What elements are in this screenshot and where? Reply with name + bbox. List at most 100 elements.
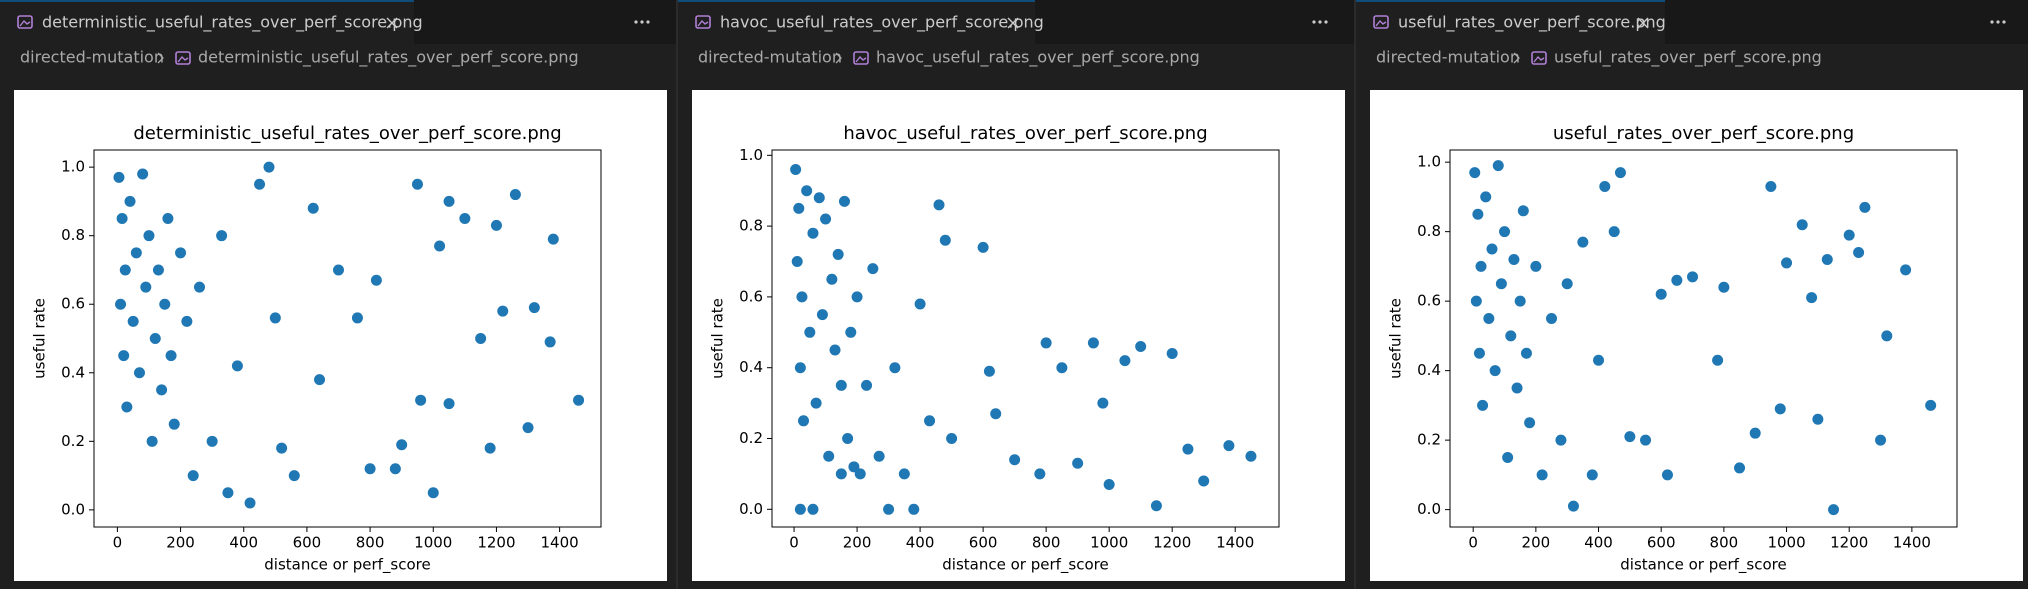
y-tick-label: 0.2 — [739, 429, 763, 447]
data-point — [807, 503, 819, 515]
more-actions[interactable] — [634, 20, 638, 24]
data-point — [1749, 427, 1761, 439]
tab-title[interactable]: havoc_useful_rates_over_perf_score.png — [720, 13, 1044, 33]
data-point — [898, 468, 910, 480]
data-point — [547, 233, 559, 245]
more-actions[interactable] — [1990, 20, 1994, 24]
data-point — [796, 291, 808, 303]
breadcrumb-folder[interactable]: directed-mutation — [20, 48, 164, 67]
data-point — [127, 315, 139, 327]
data-point — [1567, 500, 1579, 512]
data-point — [838, 195, 850, 207]
image-canvas — [1370, 90, 2023, 581]
data-point — [816, 309, 828, 321]
data-point — [1712, 354, 1724, 366]
tab[interactable] — [1356, 0, 1665, 44]
data-point — [851, 291, 863, 303]
x-tick-label: 800 — [356, 534, 385, 552]
more-actions[interactable] — [2002, 20, 2006, 24]
tab-title[interactable]: useful_rates_over_perf_score.png — [1398, 13, 1666, 33]
breadcrumb-separator — [157, 52, 164, 64]
data-point — [933, 199, 945, 211]
chart-title: useful_rates_over_perf_score.png — [1553, 123, 1854, 144]
y-tick-label: 0.2 — [61, 432, 85, 450]
x-tick-label: 200 — [1522, 534, 1551, 552]
data-point — [1555, 434, 1567, 446]
y-tick-label: 0.4 — [739, 358, 763, 376]
data-point — [914, 298, 926, 310]
data-point — [370, 274, 382, 286]
tab[interactable] — [0, 0, 414, 44]
data-point — [1508, 253, 1520, 265]
x-tick-label: 200 — [166, 534, 195, 552]
tab-close[interactable] — [386, 17, 398, 29]
data-point — [411, 178, 423, 190]
x-tick-label: 400 — [906, 534, 935, 552]
image-icon-mountain — [855, 55, 867, 63]
image-icon — [175, 51, 191, 65]
data-point — [1536, 469, 1548, 481]
data-point — [222, 487, 234, 499]
tab-close[interactable] — [1637, 17, 1649, 29]
data-point — [1502, 452, 1514, 464]
data-point — [490, 219, 502, 231]
data-point — [269, 312, 281, 324]
data-point — [1624, 431, 1636, 443]
data-point — [168, 418, 180, 430]
data-point — [544, 336, 556, 348]
x-tick-label: 1000 — [1767, 534, 1805, 552]
data-point — [883, 503, 895, 515]
tab-close[interactable] — [1007, 17, 1019, 29]
more-actions[interactable] — [1324, 20, 1328, 24]
more-actions[interactable] — [640, 20, 644, 24]
data-point — [1796, 219, 1808, 231]
y-tick-label: 0.4 — [1417, 361, 1441, 379]
y-tick-label: 0.6 — [61, 295, 85, 313]
data-point — [146, 435, 158, 447]
data-point — [810, 397, 822, 409]
breadcrumb-file[interactable]: useful_rates_over_perf_score.png — [1554, 48, 1822, 68]
y-tick-label: 0.4 — [61, 363, 85, 381]
x-tick-label: 1000 — [414, 534, 452, 552]
data-point — [389, 463, 401, 475]
data-point — [159, 298, 171, 310]
x-axis-label: distance or perf_score — [264, 556, 430, 575]
data-point — [364, 463, 376, 475]
data-point — [124, 195, 136, 207]
more-actions[interactable] — [1318, 20, 1322, 24]
data-point — [1765, 180, 1777, 192]
data-point — [1586, 469, 1598, 481]
x-tick-label: 1400 — [1893, 534, 1931, 552]
data-point — [162, 213, 174, 225]
x-tick-label: 0 — [113, 534, 123, 552]
data-point — [1517, 205, 1529, 217]
data-point — [1900, 264, 1912, 276]
data-point — [1198, 475, 1210, 487]
tab[interactable] — [678, 0, 1035, 44]
breadcrumb-folder[interactable]: directed-mutation — [1376, 48, 1520, 67]
data-point — [1135, 340, 1147, 352]
image-canvas — [692, 90, 1345, 581]
data-point — [990, 408, 1002, 420]
x-tick-label: 800 — [1710, 534, 1739, 552]
data-point — [263, 161, 275, 173]
data-point — [1530, 260, 1542, 272]
x-tick-label: 600 — [1647, 534, 1676, 552]
more-actions[interactable] — [1312, 20, 1316, 24]
data-point — [1925, 399, 1937, 411]
data-point — [1469, 167, 1481, 179]
data-point — [118, 350, 130, 362]
data-point — [1843, 229, 1855, 241]
data-point — [216, 230, 228, 242]
breadcrumb-folder[interactable]: directed-mutation — [698, 48, 842, 67]
data-point — [332, 264, 344, 276]
more-actions[interactable] — [646, 20, 650, 24]
breadcrumb-file[interactable]: deterministic_useful_rates_over_perf_sco… — [198, 48, 579, 68]
x-tick-label: 0 — [789, 534, 799, 552]
data-point — [522, 422, 534, 434]
more-actions[interactable] — [1996, 20, 2000, 24]
breadcrumb-file[interactable]: havoc_useful_rates_over_perf_score.png — [876, 48, 1200, 68]
tab-title[interactable]: deterministic_useful_rates_over_perf_sco… — [42, 13, 423, 33]
x-tick-label: 200 — [843, 534, 872, 552]
x-tick-label: 1200 — [1153, 534, 1191, 552]
